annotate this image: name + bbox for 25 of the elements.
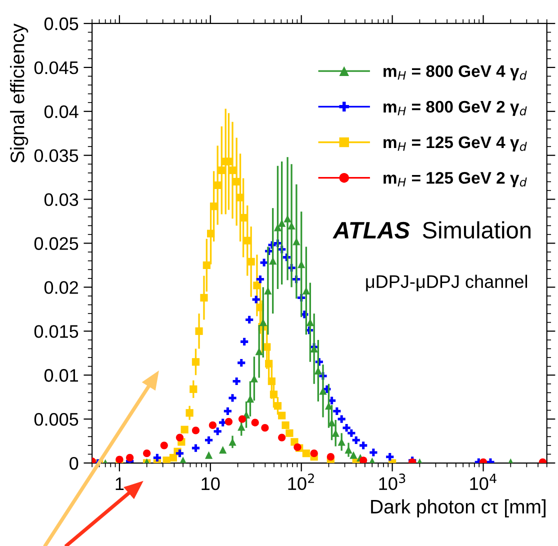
annotation: μDPJ-μDPJ channel (366, 274, 528, 292)
y-tick-label: 0.03 (44, 193, 78, 206)
y-tick-label: 0 (70, 456, 78, 470)
y-tick-label: 0.02 (44, 281, 78, 294)
legend-label: m$_{H}$ = 800 GeV 2 γ$_{d}$ (384, 100, 527, 116)
y-tick-label: 0.035 (34, 149, 78, 162)
y-tick-label: 0.025 (34, 237, 78, 250)
annotation: Simulation (422, 221, 530, 239)
y-tick-label: 0.005 (34, 412, 78, 426)
x-tick-label: 1 (116, 478, 124, 490)
y-tick-label: 0.04 (44, 105, 78, 118)
annotation: ATLAS (332, 222, 410, 239)
x-axis-title: Dark photon cτ [mm] (371, 499, 546, 518)
legend-label: m$_{H}$ = 125 GeV 4 γ$_{d}$ (384, 136, 527, 152)
y-tick-label: 0.015 (34, 325, 78, 338)
x-tick-label: 10 (202, 477, 220, 490)
y-tick-label: 0.01 (44, 369, 78, 382)
legend-label: m$_{H}$ = 125 GeV 2 γ$_{d}$ (384, 172, 527, 188)
x-tick-label: 10$^{3}$ (379, 474, 406, 490)
x-tick-label: 10$^{2}$ (288, 474, 314, 490)
y-tick-label: 0.045 (34, 61, 78, 74)
y-tick-label: 0.05 (44, 17, 78, 30)
y-axis-title: Signal efficiency (10, 24, 28, 163)
x-tick-label: 10$^{4}$ (470, 474, 496, 490)
legend-label: m$_{H}$ = 800 GeV 4 γ$_{d}$ (384, 65, 527, 80)
